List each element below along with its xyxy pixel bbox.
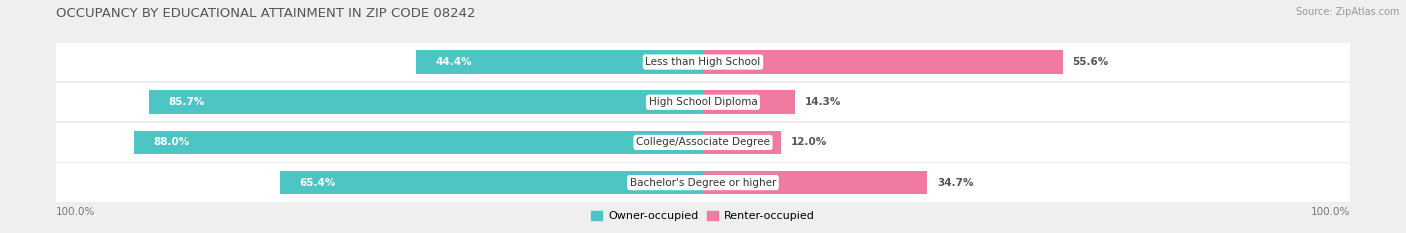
Bar — [703, 90, 796, 114]
Text: 34.7%: 34.7% — [938, 178, 973, 188]
Text: 12.0%: 12.0% — [790, 137, 827, 147]
Bar — [703, 171, 928, 195]
Text: 55.6%: 55.6% — [1073, 57, 1108, 67]
Text: 88.0%: 88.0% — [153, 137, 190, 147]
Text: 85.7%: 85.7% — [169, 97, 204, 107]
Text: Less than High School: Less than High School — [645, 57, 761, 67]
Text: 100.0%: 100.0% — [56, 207, 96, 217]
Text: Bachelor's Degree or higher: Bachelor's Degree or higher — [630, 178, 776, 188]
Text: High School Diploma: High School Diploma — [648, 97, 758, 107]
Text: 14.3%: 14.3% — [806, 97, 842, 107]
Text: 65.4%: 65.4% — [299, 178, 336, 188]
Text: OCCUPANCY BY EDUCATIONAL ATTAINMENT IN ZIP CODE 08242: OCCUPANCY BY EDUCATIONAL ATTAINMENT IN Z… — [56, 7, 475, 20]
Bar — [134, 130, 703, 154]
Legend: Owner-occupied, Renter-occupied: Owner-occupied, Renter-occupied — [592, 211, 814, 221]
Bar — [280, 171, 703, 195]
Text: 100.0%: 100.0% — [1310, 207, 1350, 217]
Bar — [416, 50, 703, 74]
Text: Source: ZipAtlas.com: Source: ZipAtlas.com — [1295, 7, 1399, 17]
Text: 44.4%: 44.4% — [436, 57, 472, 67]
Text: College/Associate Degree: College/Associate Degree — [636, 137, 770, 147]
Bar — [703, 130, 780, 154]
Bar — [703, 50, 1063, 74]
Bar — [149, 90, 703, 114]
